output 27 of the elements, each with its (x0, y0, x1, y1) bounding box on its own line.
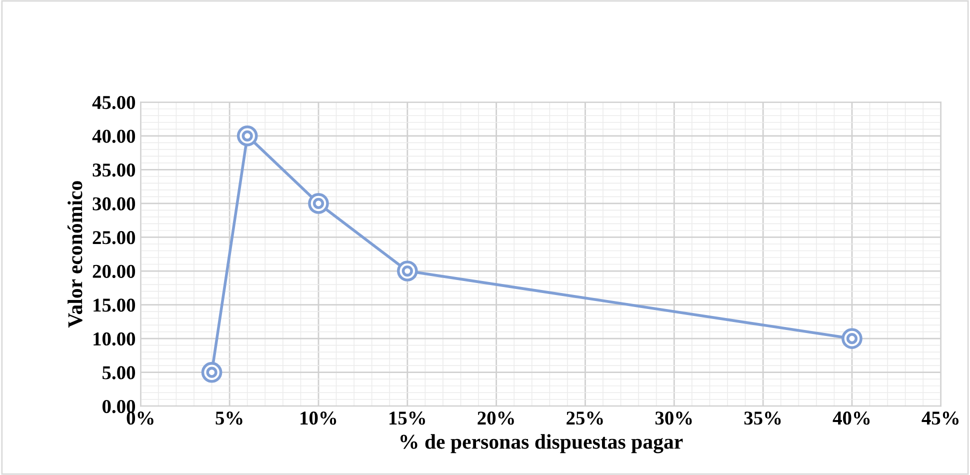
point (236, 125, 258, 146)
point (396, 260, 418, 282)
x-tick-label: 0% (126, 412, 154, 425)
x-tick-label: 5% (216, 412, 242, 425)
x-tick-label: 30% (655, 412, 692, 425)
x-tick-label: 40% (832, 412, 870, 425)
y-tick-label: 35.00 (92, 163, 136, 177)
x-tick-label: 10% (300, 412, 336, 425)
y-tick-label: 5.00 (102, 366, 136, 380)
x-tick-label: 25% (566, 412, 603, 425)
x-tick-label: 15% (390, 412, 426, 425)
y-tick-label: 0.00 (102, 400, 136, 414)
x-tick-label: 35% (744, 412, 781, 425)
y-tick-label: 15.00 (94, 298, 136, 312)
x-tick-label: 45% (922, 412, 959, 425)
y-tick-label: 25.00 (92, 231, 136, 244)
point (308, 193, 329, 214)
y-tick-label: 45.00 (92, 96, 136, 110)
point (201, 362, 222, 383)
x-axis-title: % de personas dispuestas pagar (400, 434, 683, 454)
point (842, 328, 862, 349)
y-tick-label: 10.00 (94, 332, 136, 346)
y-tick-label: 20.00 (92, 264, 136, 278)
x-tick-label: 20% (478, 412, 514, 425)
y-tick-label: 30.00 (92, 197, 136, 210)
y-tick-label: 40.00 (92, 130, 136, 143)
y-axis-title: Valor económico (68, 181, 82, 328)
